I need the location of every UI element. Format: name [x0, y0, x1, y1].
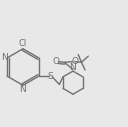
Text: O: O: [72, 57, 79, 66]
Text: Cl: Cl: [19, 39, 27, 48]
Text: N: N: [1, 53, 8, 62]
Text: O: O: [52, 57, 59, 66]
Text: N: N: [70, 63, 76, 72]
Text: N: N: [20, 85, 26, 94]
Text: S: S: [48, 72, 54, 81]
